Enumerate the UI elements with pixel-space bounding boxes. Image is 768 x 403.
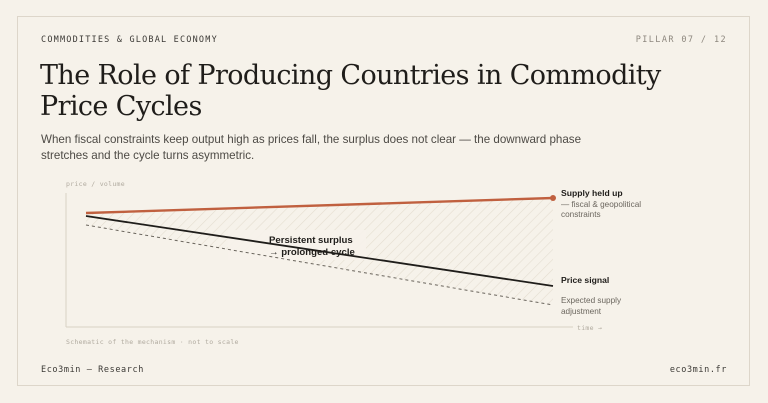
- page-title: The Role of Producing Countries in Commo…: [40, 60, 661, 122]
- diagram-note: Schematic of the mechanism · not to scal…: [66, 338, 239, 346]
- footer-url[interactable]: eco3min.fr: [669, 365, 727, 375]
- supply-sublabel-2: constraints: [561, 210, 601, 219]
- annotation-line-2: → prolonged cycle: [269, 247, 355, 258]
- supply-label: Supply held up: [561, 188, 623, 198]
- section-kicker: COMMODITIES & GLOBAL ECONOMY: [41, 35, 218, 45]
- supply-held-up-line: [85, 196, 554, 215]
- card-frame: [17, 16, 750, 386]
- x-axis-label: time →: [577, 324, 602, 332]
- price-signal-line: [85, 215, 554, 287]
- footer-brand: Eco3min — Research: [41, 365, 144, 375]
- expected-supply-line: [85, 224, 554, 306]
- page-subtitle: When fiscal constraints keep output high…: [41, 133, 582, 162]
- annotation-line-1: Persistent surplus: [269, 235, 353, 246]
- supply-sublabel-1: — fiscal & geopolitical: [561, 200, 641, 209]
- pillar-counter: PILLAR 07 / 12: [635, 35, 727, 45]
- expected-label-2: adjustment: [561, 307, 602, 316]
- price-label: Price signal: [561, 275, 609, 285]
- y-axis-label: price / volume: [66, 180, 125, 188]
- expected-label-1: Expected supply: [561, 296, 622, 305]
- supply-endpoint-dot: [550, 195, 556, 201]
